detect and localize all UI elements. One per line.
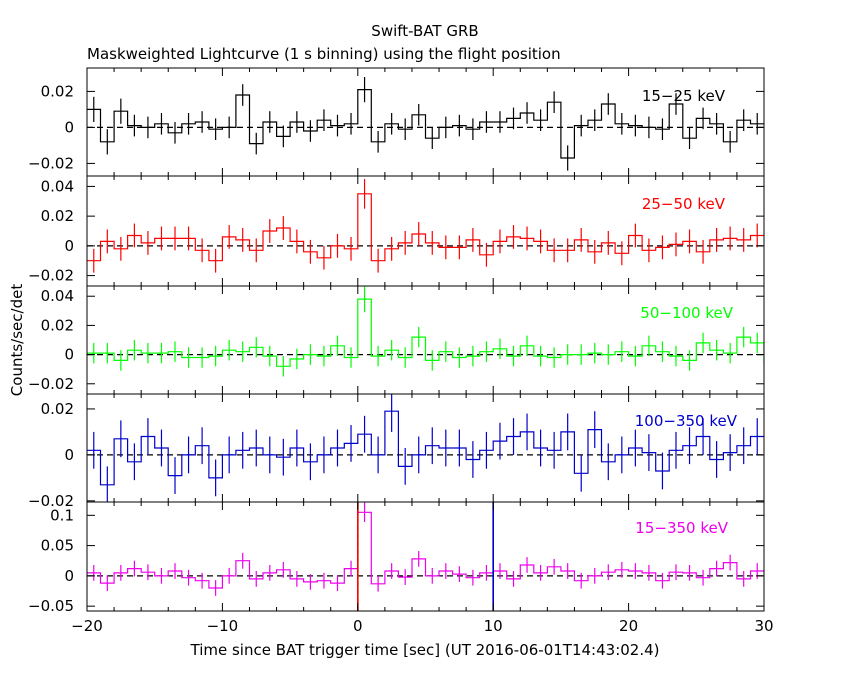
panel-4: −0.02 0 0.02 100−350 keV xyxy=(28,393,765,510)
panel-plot-area xyxy=(87,286,764,377)
step-line xyxy=(87,410,764,486)
panels-group: −0.02 0 0.02 15−25 keV −0.02 0 0.02 0.04 25−50 k… xyxy=(28,67,765,615)
y-tick-label: 0.05 xyxy=(41,537,74,555)
step-line xyxy=(87,298,764,367)
band-label: 15−350 keV xyxy=(635,519,728,537)
y-tick-label: 0 xyxy=(64,346,74,364)
x-tick-label: −20 xyxy=(71,617,103,635)
y-tick-label: 0.04 xyxy=(41,177,74,195)
panel-plot-area xyxy=(87,77,764,171)
band-label: 15−25 keV xyxy=(642,87,726,105)
y-tick-label: 0.1 xyxy=(50,506,74,524)
panel-frame xyxy=(86,501,765,612)
y-tick-label: 0 xyxy=(64,118,74,136)
step-line xyxy=(87,193,764,262)
y-tick-label: −0.02 xyxy=(28,154,74,172)
y-tick-label: 0.04 xyxy=(41,287,74,305)
band-label: 100−350 keV xyxy=(635,412,738,430)
band-label: 25−50 keV xyxy=(642,195,726,213)
y-tick-label: 0.02 xyxy=(41,207,74,225)
panel-1: −0.02 0 0.02 15−25 keV xyxy=(28,67,765,177)
panel-2: −0.02 0 0.02 0.04 25−50 keV xyxy=(28,175,765,287)
step-line xyxy=(87,89,764,159)
y-tick-label: 0 xyxy=(64,567,74,585)
panel-plot-area xyxy=(87,178,764,273)
x-tick-label: 0 xyxy=(353,617,363,635)
y-tick-label: −0.02 xyxy=(28,267,74,285)
chart-subtitle: Maskweighted Lightcurve (1 s binning) us… xyxy=(87,45,561,63)
panel-5: −0.05 0 0.05 0.1 15−350 keV xyxy=(28,501,765,615)
band-label: 50−100 keV xyxy=(640,304,733,322)
y-tick-label: 0.02 xyxy=(41,316,74,334)
y-tick-label: 0 xyxy=(64,237,74,255)
x-tick-label: 10 xyxy=(484,617,503,635)
y-axis-label: Counts/sec/det xyxy=(8,284,26,397)
x-axis-label: Time since BAT trigger time [sec] (UT 20… xyxy=(190,641,660,659)
x-tick-label: 30 xyxy=(754,617,773,635)
y-tick-label: −0.02 xyxy=(28,375,74,393)
y-tick-label: 0 xyxy=(64,446,74,464)
y-tick-label: 0.02 xyxy=(41,400,74,418)
y-tick-label: −0.05 xyxy=(28,597,74,615)
y-tick-label: 0.02 xyxy=(41,82,74,100)
x-tick-label: 20 xyxy=(619,617,638,635)
y-tick-label: −0.02 xyxy=(28,492,74,510)
chart-title: Swift-BAT GRB xyxy=(371,22,478,40)
x-tick-label: −10 xyxy=(207,617,239,635)
panel-3: −0.02 0 0.02 0.04 50−100 keV xyxy=(28,285,765,395)
panel-plot-area xyxy=(87,394,764,502)
x-tick-labels: −20 −10 0 10 20 30 xyxy=(71,617,773,635)
panel-plot-area xyxy=(87,502,764,611)
